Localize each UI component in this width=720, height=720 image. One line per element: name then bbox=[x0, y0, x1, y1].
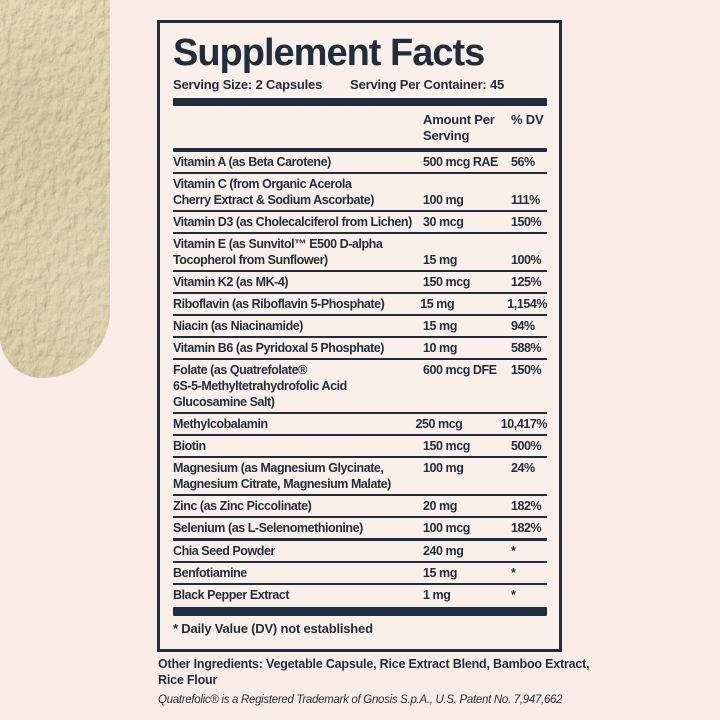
nutrient-dv: * bbox=[511, 588, 516, 602]
serving-info: Serving Size: 2 Capsules Serving Per Con… bbox=[173, 77, 547, 92]
nutrient-name: Folate (as Quatrefolate® 6S-5-Methyltetr… bbox=[173, 363, 347, 409]
nutrient-row: Riboflavin (as Riboflavin 5-Phosphate) 1… bbox=[173, 292, 547, 314]
nutrient-row: Black Pepper Extract 1 mg * bbox=[173, 583, 547, 605]
nutrient-amount: 600 mcg DFE bbox=[423, 363, 497, 377]
nutrient-row: Benfotiamine 15 mg * bbox=[173, 561, 547, 583]
nutrient-amount: 250 mcg bbox=[415, 417, 463, 431]
nutrient-amount: 500 mcg RAE bbox=[423, 155, 498, 169]
nutrient-dv: 125% bbox=[511, 275, 542, 289]
nutrient-name: Niacin (as Niacinamide) bbox=[173, 319, 303, 333]
divider-thick-bottom bbox=[173, 607, 547, 616]
nutrient-dv: 182% bbox=[511, 499, 542, 513]
nutrient-row: Chia Seed Powder 240 mg * bbox=[173, 538, 547, 561]
nutrient-dv: 150% bbox=[511, 363, 542, 377]
nutrient-name: Chia Seed Powder bbox=[173, 544, 275, 558]
panel-title: Supplement Facts bbox=[173, 32, 485, 74]
supplement-facts-panel: Supplement Facts Serving Size: 2 Capsule… bbox=[157, 20, 562, 652]
nutrient-row: Biotin 150 mcg 500% bbox=[173, 434, 547, 456]
nutrient-amount: 240 mg bbox=[423, 544, 464, 558]
column-headers: Amount Per Serving % DV bbox=[173, 106, 547, 148]
nutrient-amount: 15 mg bbox=[420, 297, 455, 311]
nutrient-name: Vitamin K2 (as MK-4) bbox=[173, 275, 289, 289]
nutrient-amount: 1 mg bbox=[423, 588, 451, 602]
nutrient-amount: 15 mg bbox=[423, 253, 457, 267]
nutrient-name: Black Pepper Extract bbox=[173, 588, 290, 602]
nutrient-name: Vitamin C (from Organic Acerola Cherry E… bbox=[173, 177, 374, 207]
nutrient-dv: * bbox=[511, 566, 516, 580]
nutrient-name: Selenium (as L-Selenomethionine) bbox=[173, 521, 363, 535]
nutrient-row: Vitamin B6 (as Pyridoxal 5 Phosphate) 10… bbox=[173, 336, 547, 358]
nutrient-amount: 100 mcg bbox=[423, 521, 470, 535]
nutrient-amount: 100 mg bbox=[423, 193, 464, 207]
nutrient-dv: 10,417% bbox=[500, 417, 548, 431]
nutrient-row: Vitamin C (from Organic Acerola Cherry E… bbox=[173, 172, 547, 210]
dv-footnote: * Daily Value (DV) not established bbox=[173, 621, 373, 636]
nutrient-amount: 100 mg bbox=[423, 461, 464, 475]
nutrient-dv: 500% bbox=[511, 439, 542, 453]
nutrient-dv: * bbox=[511, 544, 516, 558]
divider-thick-top bbox=[173, 98, 547, 106]
nutrient-dv: 56% bbox=[511, 155, 535, 169]
nutrient-row: Niacin (as Niacinamide) 15 mg 94% bbox=[173, 314, 547, 336]
nutrient-amount: 15 mg bbox=[423, 319, 457, 333]
nutrient-amount: 150 mcg bbox=[423, 439, 470, 453]
powder-texture-image bbox=[0, 0, 110, 378]
nutrient-amount: 20 mg bbox=[423, 499, 457, 513]
nutrient-name: Vitamin E (as Sunvitol™ E500 D-alpha Toc… bbox=[173, 237, 383, 267]
nutrient-amount: 10 mg bbox=[423, 341, 457, 355]
nutrient-rows: Vitamin A (as Beta Carotene) 500 mcg RAE… bbox=[173, 152, 547, 605]
nutrient-row: Folate (as Quatrefolate® 6S-5-Methyltetr… bbox=[173, 358, 547, 412]
other-ingredients: Other Ingredients: Vegetable Capsule, Ri… bbox=[158, 657, 590, 687]
nutrient-dv: 182% bbox=[511, 521, 542, 535]
nutrient-dv: 100% bbox=[511, 253, 542, 267]
nutrient-dv: 111% bbox=[511, 193, 540, 207]
nutrient-row: Magnesium (as Magnesium Glycinate, Magne… bbox=[173, 456, 547, 494]
nutrient-name: Magnesium (as Magnesium Glycinate, Magne… bbox=[173, 461, 391, 491]
column-header-amount: Amount Per Serving bbox=[423, 112, 495, 143]
nutrient-dv: 1,154% bbox=[507, 297, 547, 311]
nutrient-name: Biotin bbox=[173, 439, 206, 453]
nutrient-name: Methylcobalamin bbox=[173, 417, 268, 431]
nutrient-name: Vitamin B6 (as Pyridoxal 5 Phosphate) bbox=[173, 341, 384, 355]
nutrient-row: Selenium (as L-Selenomethionine) 100 mcg… bbox=[173, 516, 547, 538]
column-header-dv: % DV bbox=[511, 112, 544, 127]
footer: Other Ingredients: Vegetable Capsule, Ri… bbox=[158, 656, 598, 707]
nutrient-name: Vitamin A (as Beta Carotene) bbox=[173, 155, 331, 169]
servings-per-container: Serving Per Container: 45 bbox=[350, 77, 505, 92]
nutrient-name: Benfotiamine bbox=[173, 566, 247, 580]
nutrient-row: Zinc (as Zinc Piccolinate) 20 mg 182% bbox=[173, 494, 547, 516]
nutrient-row: Vitamin D3 (as Cholecalciferol from Lich… bbox=[173, 210, 547, 232]
nutrient-amount: 15 mg bbox=[423, 566, 457, 580]
nutrient-row: Methylcobalamin 250 mcg 10,417% bbox=[173, 412, 547, 434]
nutrient-name: Riboflavin (as Riboflavin 5-Phosphate) bbox=[173, 297, 385, 311]
nutrient-row: Vitamin K2 (as MK-4) 150 mcg 125% bbox=[173, 270, 547, 292]
powder-photo bbox=[0, 0, 110, 378]
divider-medium bbox=[173, 148, 547, 152]
trademark-note: Quatrefolic® is a Registered Trademark o… bbox=[158, 694, 563, 706]
nutrient-row: Vitamin A (as Beta Carotene) 500 mcg RAE… bbox=[173, 152, 547, 172]
nutrient-dv: 94% bbox=[511, 319, 535, 333]
nutrient-row: Vitamin E (as Sunvitol™ E500 D-alpha Toc… bbox=[173, 232, 547, 270]
nutrient-dv: 150% bbox=[511, 215, 542, 229]
nutrient-name: Vitamin D3 (as Cholecalciferol from Lich… bbox=[173, 215, 412, 229]
nutrient-amount: 30 mcg bbox=[423, 215, 464, 229]
nutrient-amount: 150 mcg bbox=[423, 275, 470, 289]
nutrient-name: Zinc (as Zinc Piccolinate) bbox=[173, 499, 312, 513]
nutrient-dv: 24% bbox=[511, 461, 535, 475]
serving-size: Serving Size: 2 Capsules bbox=[173, 77, 323, 92]
nutrient-dv: 588% bbox=[511, 341, 542, 355]
